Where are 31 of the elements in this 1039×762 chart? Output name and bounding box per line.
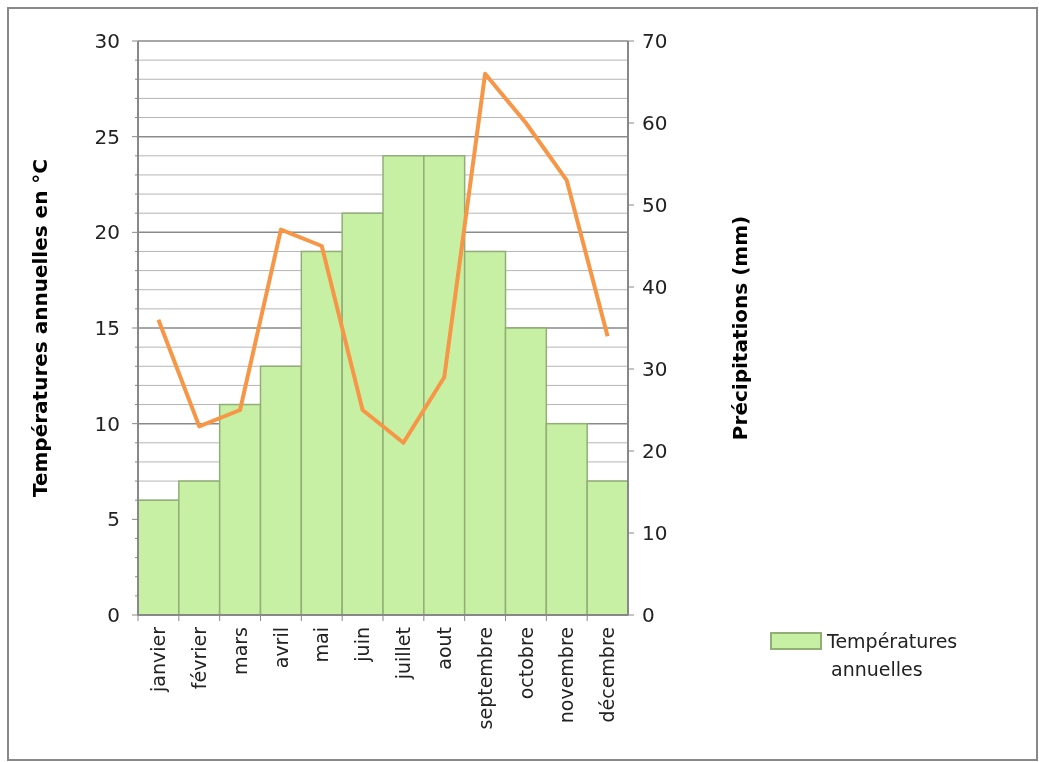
x-tick-label: juillet: [392, 627, 415, 681]
x-tick-label: mai: [310, 627, 333, 663]
y2-tick-label: 60: [642, 111, 668, 135]
x-tick-label: janvier: [147, 626, 170, 693]
y-tick-label: 5: [107, 507, 120, 532]
x-tick-label: juin: [351, 627, 374, 663]
y-tick-label: 20: [94, 220, 120, 245]
x-tick-label: mars: [228, 627, 251, 675]
x-tick-label: décembre: [596, 627, 619, 723]
y-axis-title: Températures annuelles en °C: [28, 158, 52, 498]
y2-tick-label: 50: [642, 193, 668, 217]
y2-tick-label: 0: [642, 603, 655, 627]
y-tick-label: 0: [107, 603, 120, 627]
x-tick-label: février: [187, 626, 210, 690]
y2-tick-label: 40: [642, 275, 668, 299]
y-tick-label: 30: [94, 29, 120, 53]
x-tick-label: octobre: [514, 627, 537, 700]
legend-label: Températures annuelles: [826, 629, 958, 681]
y-tick-label: 10: [94, 411, 120, 436]
line-series: [156, 71, 610, 445]
y2-tick-label: 30: [642, 357, 668, 381]
x-tick-label: avril: [269, 627, 292, 669]
y-tick-label: 15: [94, 316, 120, 340]
x-tick-label: novembre: [555, 627, 578, 724]
y2-tick-label: 70: [642, 29, 668, 53]
y2-tick-label: 20: [642, 439, 668, 463]
x-tick-label: septembre: [473, 627, 496, 730]
y2-tick-label: 10: [642, 521, 668, 545]
y2-axis-title: Précipitations (mm): [728, 215, 752, 441]
y-tick-label: 25: [94, 124, 120, 149]
x-tick-label: aout: [432, 627, 455, 670]
